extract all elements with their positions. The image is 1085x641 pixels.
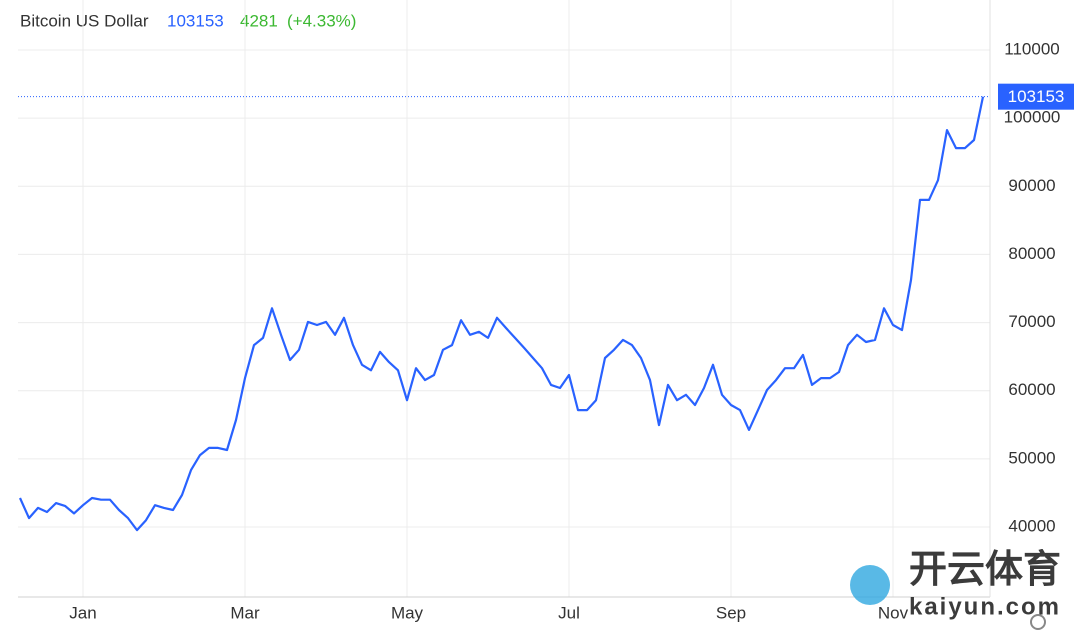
watermark-logo [850, 565, 890, 605]
price-line [18, 96, 985, 532]
header-change-pct: (+4.33%) [287, 11, 356, 30]
watermark-text: 开云体育 [909, 549, 1061, 591]
header-change: 4281 [240, 11, 278, 30]
y-tick-label: 70000 [1008, 312, 1055, 331]
y-tick-label: 50000 [1008, 448, 1055, 467]
settings-icon [1030, 614, 1046, 630]
x-tick-label: Jan [69, 603, 96, 622]
y-tick-label: 40000 [1008, 516, 1055, 535]
y-tick-label: 100000 [1004, 108, 1061, 127]
x-tick-label: Jul [558, 603, 580, 622]
last-price-label: 103153 [1008, 87, 1065, 106]
x-tick-label: Nov [878, 603, 909, 622]
x-tick-label: Sep [716, 603, 746, 622]
y-tick-label: 110000 [1004, 39, 1059, 58]
header-price: 103153 [167, 11, 224, 30]
x-tick-label: Mar [230, 603, 260, 622]
y-tick-label: 90000 [1008, 176, 1055, 195]
y-tick-label: 60000 [1008, 380, 1055, 399]
y-tick-label: 80000 [1008, 244, 1055, 263]
x-tick-label: May [391, 603, 424, 622]
chart-title: Bitcoin US Dollar [20, 11, 149, 30]
last-price-box [998, 83, 1074, 110]
watermark-url: kaiyun.com [909, 593, 1061, 620]
